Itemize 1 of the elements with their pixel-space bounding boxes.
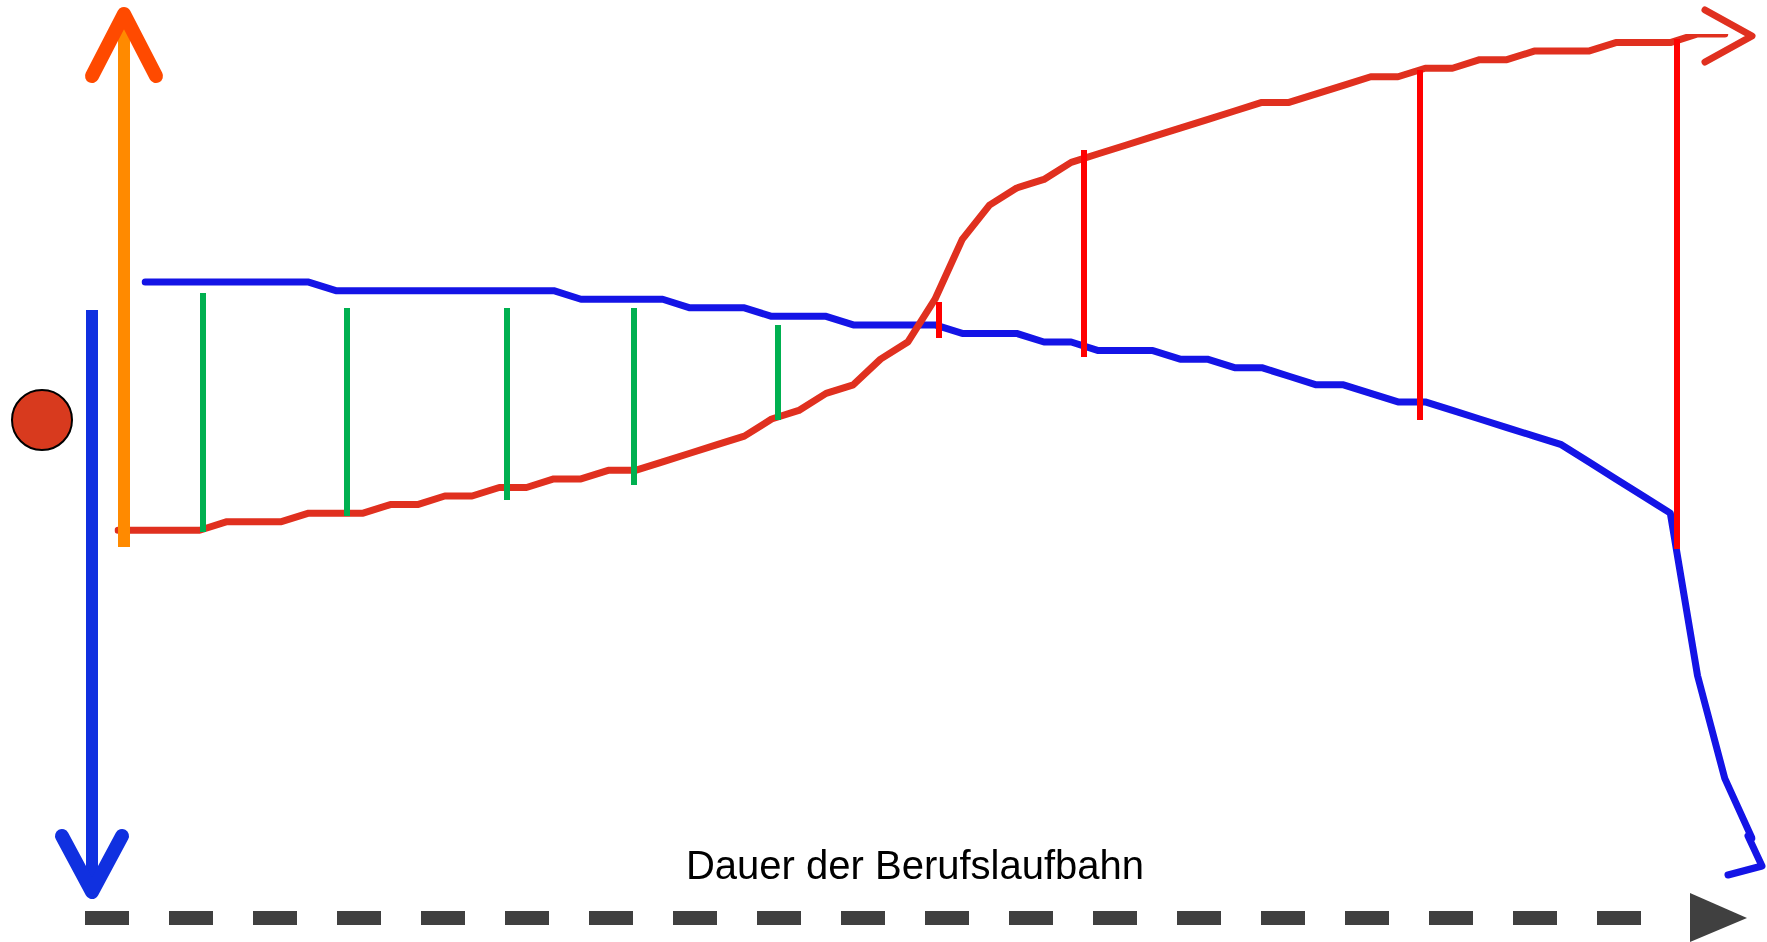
x-axis-title: Dauer der Berufslaufbahn [685,843,1145,888]
